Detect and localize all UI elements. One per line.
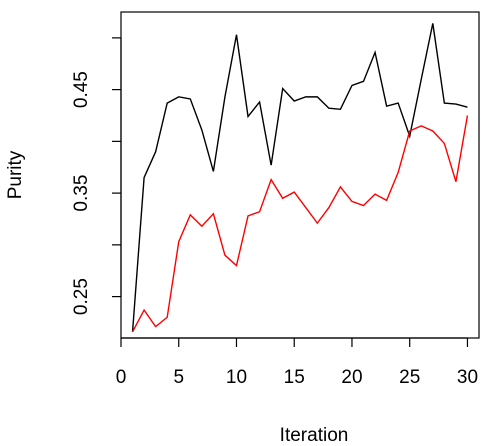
y-axis: 0.25 0.35 0.45 (71, 37, 122, 315)
series-line-2 (131, 115, 469, 333)
x-tick-label: 25 (399, 367, 420, 388)
x-axis-title: Iteration (280, 425, 349, 446)
series-line-1 (131, 23, 468, 332)
x-tick-label: 20 (341, 367, 362, 388)
x-tick-label: 10 (226, 367, 247, 388)
x-tick-label: 5 (173, 367, 184, 388)
x-tick-label: 15 (284, 367, 305, 388)
x-tick-label: 0 (116, 367, 127, 388)
x-tick-label: 30 (457, 367, 478, 388)
y-tick-label: 0.45 (71, 71, 92, 108)
series-layer (131, 23, 469, 333)
y-tick-label: 0.35 (71, 175, 92, 212)
y-tick-label: 0.25 (71, 278, 92, 315)
y-axis-title: Purity (5, 150, 26, 199)
x-axis: 0 5 10 15 20 25 30 (116, 337, 478, 388)
